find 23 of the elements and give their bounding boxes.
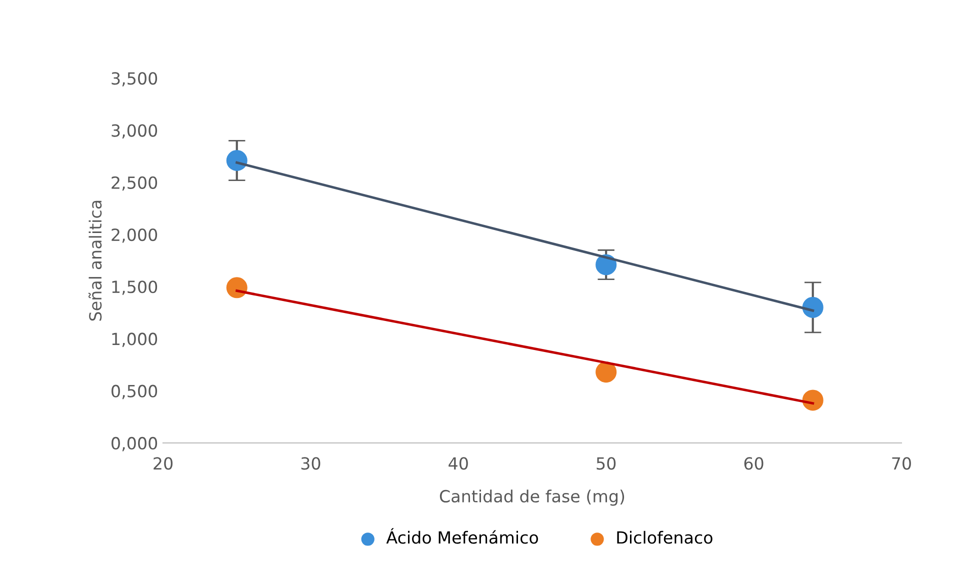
y-tick-label: 2,000 <box>112 228 158 243</box>
legend-label: Ácido Mefenámico <box>386 528 538 544</box>
y-axis-title: Señal analitica <box>88 200 102 321</box>
x-tick-label: 70 <box>892 457 911 470</box>
point <box>802 390 824 411</box>
point <box>226 277 248 298</box>
x-tick-label: 50 <box>596 457 616 470</box>
y-tick-label: 2,500 <box>112 176 158 191</box>
x-tick-label: 60 <box>744 457 764 470</box>
y-tick-label: 1,000 <box>112 332 158 347</box>
x-tick-label: 20 <box>154 457 173 470</box>
point <box>802 296 824 318</box>
y-tick-label: 3,000 <box>112 124 158 139</box>
x-tick-label: 30 <box>301 457 320 470</box>
x-axis-title: Cantidad de fase (mg) <box>440 490 624 506</box>
legend-label: Diclofenaco <box>617 530 712 544</box>
point <box>596 362 617 383</box>
y-tick-label: 1,500 <box>112 280 158 295</box>
y-tick-label: 0,000 <box>112 436 158 452</box>
point <box>226 150 248 172</box>
y-tick-label: 0,500 <box>112 384 158 400</box>
x-tick-label: 40 <box>448 457 468 470</box>
y-tick-label: 3,500 <box>112 72 158 86</box>
